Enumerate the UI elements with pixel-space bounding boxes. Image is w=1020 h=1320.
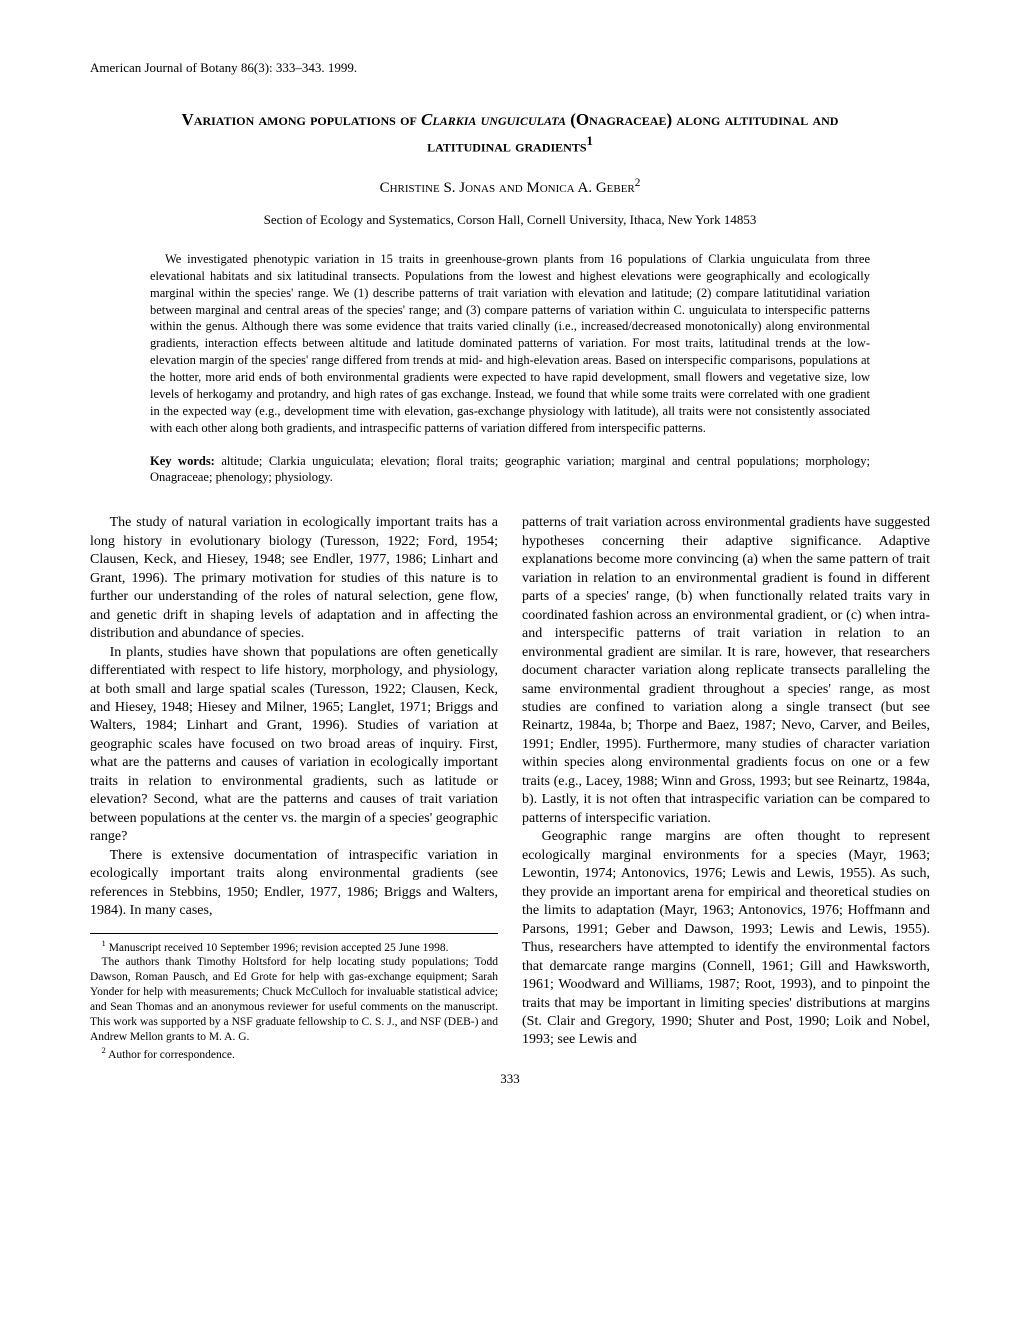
journal-header: American Journal of Botany 86(3): 333–34… [90, 60, 930, 77]
body-paragraph: There is extensive documentation of intr… [90, 847, 498, 921]
keywords-text: altitude; Clarkia unguiculata; elevation… [150, 454, 870, 485]
author-footnote-marker: 2 [635, 177, 641, 189]
body-paragraph: patterns of trait variation across envir… [522, 514, 930, 828]
body-paragraph: Geographic range margins are often thoug… [522, 828, 930, 1050]
body-paragraph: In plants, studies have shown that popul… [90, 644, 498, 847]
footnote: 2 Author for correspondence. [90, 1045, 498, 1063]
page-number: 333 [90, 1071, 930, 1088]
footnote: 1 Manuscript received 10 September 1996;… [90, 938, 498, 956]
body-paragraph: The study of natural variation in ecolog… [90, 514, 498, 643]
affiliation: Section of Ecology and Systematics, Cors… [90, 212, 930, 229]
article-title: Variation among populations of Clarkia u… [150, 107, 870, 160]
abstract-text: We investigated phenotypic variation in … [150, 251, 870, 437]
author-names: Christine S. Jonas and Monica A. Geber [380, 180, 635, 196]
footnote1-text: Manuscript received 10 September 1996; r… [109, 941, 449, 953]
authors: Christine S. Jonas and Monica A. Geber2 [90, 176, 930, 199]
body-columns: The study of natural variation in ecolog… [90, 514, 930, 1062]
keywords: Key words: altitude; Clarkia unguiculata… [150, 453, 870, 487]
footnotes: 1 Manuscript received 10 September 1996;… [90, 933, 498, 1063]
title-part1: Variation among populations of [182, 110, 422, 129]
footnote2-text: Author for correspondence. [108, 1049, 235, 1061]
footnote-ack: The authors thank Timothy Holtsford for … [90, 955, 498, 1045]
keywords-label: Key words: [150, 454, 215, 468]
title-footnote-marker: 1 [587, 134, 593, 148]
abstract: We investigated phenotypic variation in … [150, 251, 870, 437]
title-species: Clarkia unguiculata [421, 110, 566, 129]
